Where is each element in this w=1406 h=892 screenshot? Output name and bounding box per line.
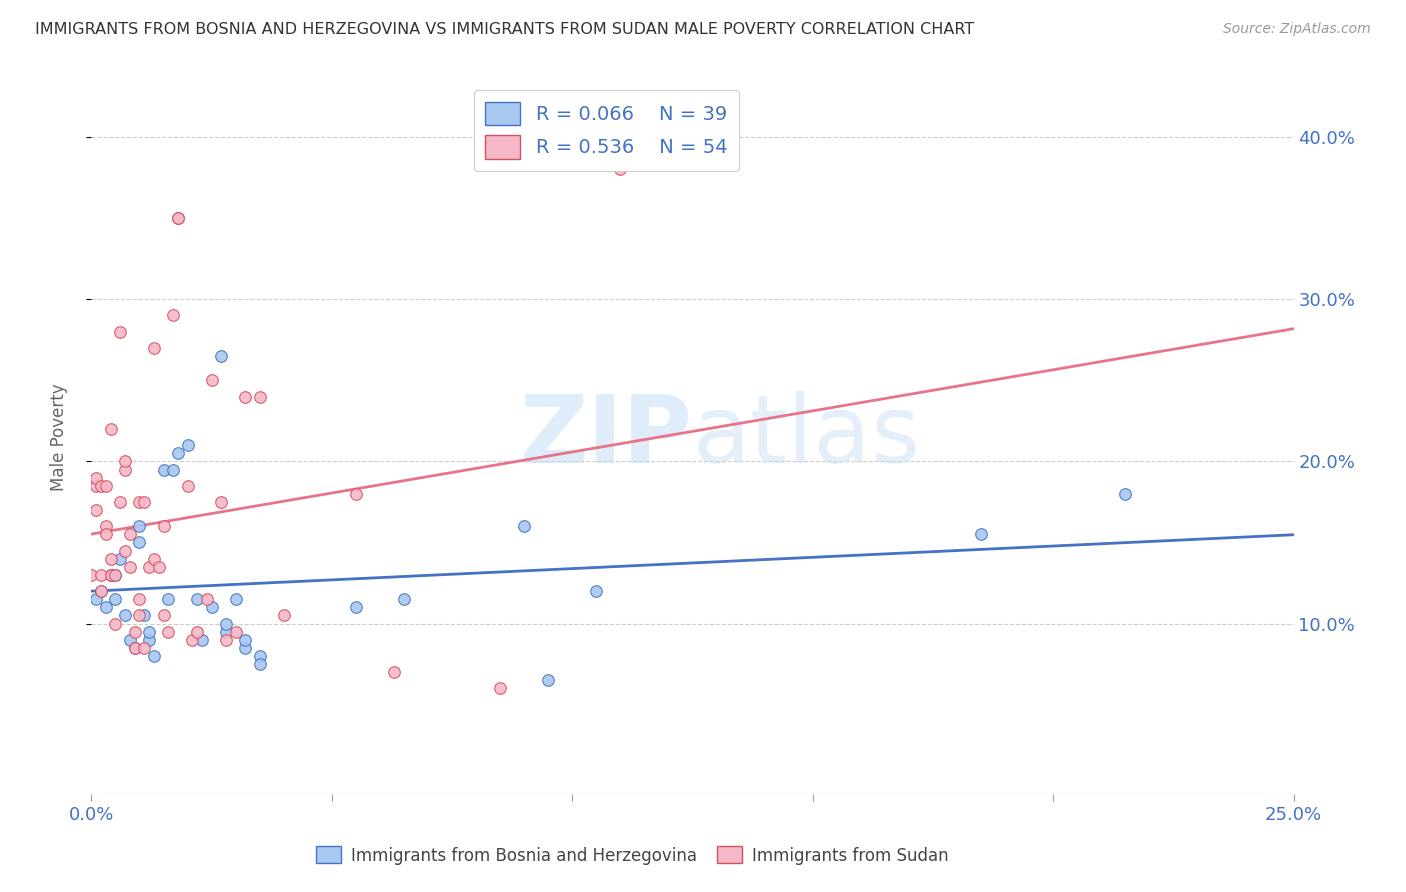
Point: [128, 519, 150, 533]
Point: [609, 162, 631, 177]
Point: [128, 535, 150, 549]
Point: [110, 551, 132, 566]
Point: [382, 665, 405, 680]
Point: [152, 462, 174, 476]
Point: [249, 648, 271, 663]
Point: [114, 454, 136, 468]
Point: [142, 648, 165, 663]
Point: [124, 624, 146, 639]
Point: [167, 446, 190, 460]
Point: [142, 341, 165, 355]
Point: [201, 600, 224, 615]
Point: [100, 551, 122, 566]
Point: [118, 527, 141, 541]
Point: [90, 479, 112, 493]
Point: [152, 608, 174, 623]
Point: [84, 503, 107, 517]
Point: [94, 479, 117, 493]
Point: [118, 632, 141, 647]
Point: [215, 616, 238, 631]
Point: [134, 640, 156, 655]
Point: [181, 632, 204, 647]
Point: [186, 624, 208, 639]
Point: [94, 519, 117, 533]
Point: [104, 616, 127, 631]
Point: [104, 568, 127, 582]
Point: [195, 592, 218, 607]
Point: [142, 551, 165, 566]
Point: [104, 592, 127, 607]
Point: [513, 519, 536, 533]
Point: [152, 519, 174, 533]
Point: [100, 568, 122, 582]
Point: [80, 568, 103, 582]
Point: [392, 592, 415, 607]
Point: [585, 584, 607, 599]
Point: [537, 673, 560, 688]
Point: [225, 592, 247, 607]
Point: [176, 438, 198, 452]
Point: [128, 592, 150, 607]
Point: [215, 624, 238, 639]
Point: [114, 608, 136, 623]
Point: [90, 584, 112, 599]
Point: [90, 568, 112, 582]
Point: [90, 584, 112, 599]
Point: [167, 211, 190, 226]
Point: [114, 462, 136, 476]
Point: [162, 309, 184, 323]
Point: [1114, 487, 1136, 501]
Point: [94, 527, 117, 541]
Point: [970, 527, 993, 541]
Point: [489, 681, 512, 696]
Point: [94, 600, 117, 615]
Point: [84, 592, 107, 607]
Point: [157, 624, 180, 639]
Text: IMMIGRANTS FROM BOSNIA AND HERZEGOVINA VS IMMIGRANTS FROM SUDAN MALE POVERTY COR: IMMIGRANTS FROM BOSNIA AND HERZEGOVINA V…: [35, 22, 974, 37]
Point: [249, 657, 271, 672]
Point: [233, 632, 256, 647]
Point: [344, 487, 367, 501]
Point: [114, 543, 136, 558]
Point: [128, 495, 150, 509]
Point: [191, 632, 214, 647]
Point: [104, 568, 127, 582]
Point: [167, 211, 190, 226]
Point: [110, 495, 132, 509]
Point: [118, 559, 141, 574]
Point: [84, 470, 107, 484]
Point: [233, 390, 256, 404]
Point: [134, 495, 156, 509]
Text: ZIP: ZIP: [520, 391, 692, 483]
Point: [124, 640, 146, 655]
Point: [344, 600, 367, 615]
Point: [201, 373, 224, 387]
Legend: Immigrants from Bosnia and Herzegovina, Immigrants from Sudan: Immigrants from Bosnia and Herzegovina, …: [309, 839, 955, 871]
Point: [186, 592, 208, 607]
Point: [273, 608, 295, 623]
Y-axis label: Male Poverty: Male Poverty: [49, 384, 67, 491]
Point: [209, 495, 232, 509]
Point: [124, 640, 146, 655]
Point: [176, 479, 198, 493]
Point: [249, 390, 271, 404]
Point: [134, 608, 156, 623]
Point: [138, 559, 160, 574]
Point: [233, 640, 256, 655]
Point: [215, 632, 238, 647]
Point: [138, 624, 160, 639]
Text: Source: ZipAtlas.com: Source: ZipAtlas.com: [1223, 22, 1371, 37]
Point: [162, 462, 184, 476]
Point: [128, 608, 150, 623]
Point: [209, 349, 232, 363]
Point: [100, 422, 122, 436]
Point: [148, 559, 170, 574]
Text: atlas: atlas: [692, 391, 921, 483]
Point: [110, 325, 132, 339]
Point: [138, 632, 160, 647]
Point: [225, 624, 247, 639]
Point: [157, 592, 180, 607]
Point: [84, 479, 107, 493]
Point: [100, 568, 122, 582]
